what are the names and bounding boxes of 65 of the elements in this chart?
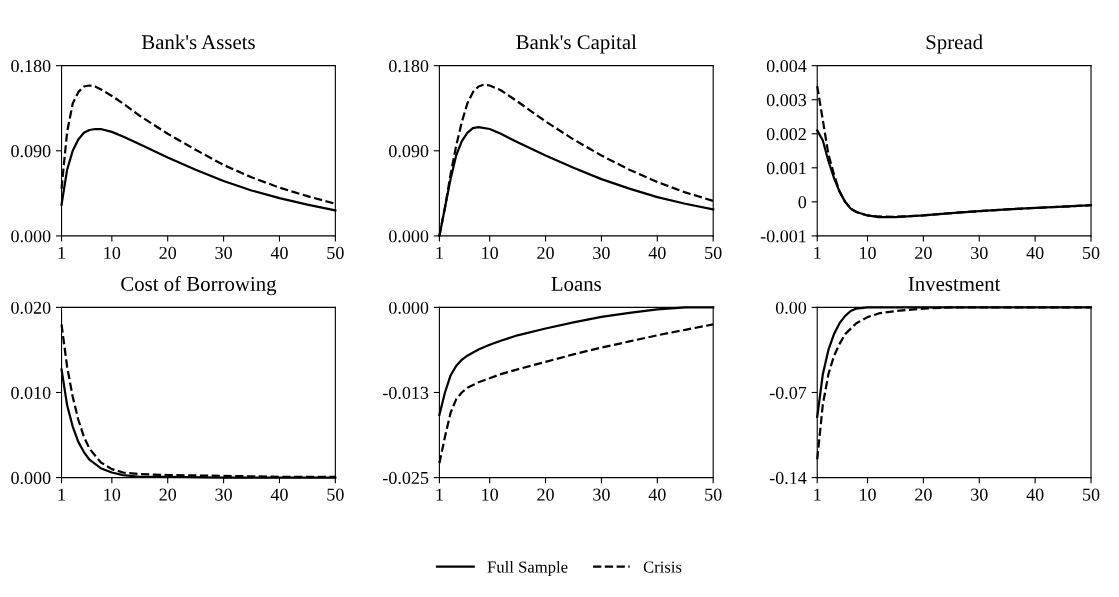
y-tick-label: 0.020 <box>11 301 51 314</box>
x-tick-label: 30 <box>593 488 610 501</box>
chart-title: Spread <box>926 34 983 54</box>
x-tick-label: 30 <box>215 488 232 501</box>
x-tick-label: 20 <box>159 246 177 260</box>
y-tick-label: 0 <box>798 196 807 209</box>
x-tick-label: 10 <box>482 246 499 260</box>
x-tick-label: 30 <box>971 488 988 501</box>
y-tick-label: 0.002 <box>766 128 806 141</box>
x-tick-label: 50 <box>327 488 344 501</box>
x-tick-label: 40 <box>648 246 666 260</box>
x-tick-label: 20 <box>915 488 932 501</box>
y-tick-label: -0.07 <box>769 386 807 400</box>
x-tick-label: 10 <box>860 488 876 501</box>
x-tick-label: 20 <box>537 246 554 260</box>
y-tick-label: 0.004 <box>766 59 807 73</box>
y-tick-label: -0.14 <box>769 471 807 485</box>
y-tick-label: 0.000 <box>11 230 51 243</box>
legend-label: Full Sample <box>487 560 568 577</box>
x-tick-label: 30 <box>593 246 610 260</box>
x-tick-label: 50 <box>327 246 344 260</box>
x-tick-label: 20 <box>915 246 932 260</box>
x-tick-label: 40 <box>648 488 666 501</box>
x-tick-label: 40 <box>1026 488 1044 501</box>
x-tick-label: 40 <box>270 246 288 260</box>
x-tick-label: 40 <box>270 488 288 501</box>
chart-title: Loans <box>551 277 601 291</box>
x-tick-label: 30 <box>971 246 988 260</box>
x-tick-label: 1 <box>814 246 821 259</box>
x-tick-label: 10 <box>104 246 121 260</box>
legend-label: Crisis <box>643 561 682 573</box>
chart-title: Cost of Borrowing <box>121 276 277 296</box>
y-tick-label: 0.001 <box>766 162 806 175</box>
x-tick-label: 20 <box>159 488 177 501</box>
y-tick-label: 0.003 <box>766 93 807 107</box>
x-tick-label: 10 <box>860 246 876 260</box>
y-tick-label: -0.025 <box>383 471 429 485</box>
x-tick-label: 30 <box>215 246 232 260</box>
x-tick-label: 50 <box>705 488 722 501</box>
y-tick-label: 0.180 <box>11 59 51 73</box>
x-tick-label: 10 <box>104 488 121 501</box>
x-tick-label: 20 <box>537 488 554 501</box>
x-tick-label: 1 <box>436 246 443 259</box>
x-tick-label: 50 <box>1083 488 1100 501</box>
y-tick-label: 0.000 <box>389 230 429 243</box>
y-tick-label: 0.00 <box>775 301 807 314</box>
chart-title: Bank's Capital <box>516 34 637 54</box>
y-tick-label: 0.010 <box>11 386 51 400</box>
x-tick-label: 1 <box>58 488 65 501</box>
y-tick-label: 0.090 <box>11 145 51 158</box>
chart-title: Investment <box>908 277 1001 291</box>
y-tick-label: 0.090 <box>389 145 429 158</box>
x-tick-label: 40 <box>1026 246 1044 260</box>
x-tick-label: 50 <box>705 246 722 260</box>
x-tick-label: 1 <box>814 488 821 501</box>
chart-title: Bank's Assets <box>141 34 255 50</box>
x-tick-label: 1 <box>436 488 443 501</box>
y-tick-label: 0.000 <box>389 301 429 314</box>
y-tick-label: 0.180 <box>389 59 429 73</box>
y-tick-label: -0.001 <box>760 230 806 243</box>
x-tick-label: 50 <box>1083 246 1100 260</box>
y-tick-label: 0.000 <box>11 471 51 485</box>
y-tick-label: -0.013 <box>383 386 429 400</box>
x-tick-label: 1 <box>58 246 65 259</box>
x-tick-label: 10 <box>482 488 499 501</box>
